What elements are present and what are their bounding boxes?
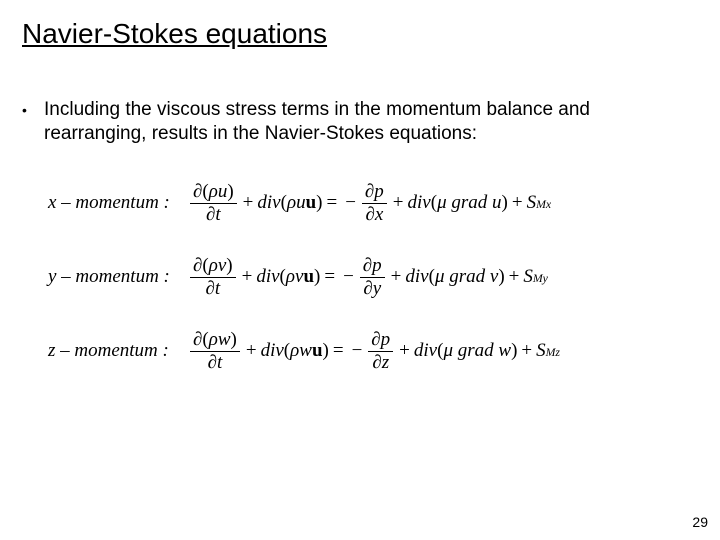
frac-dp-dy: ∂p ∂y — [360, 256, 385, 299]
bullet-text: Including the viscous stress terms in th… — [44, 98, 682, 146]
frac-dp-dz: ∂p ∂z — [368, 330, 393, 373]
equation-z-momentum: z – momentum : ∂(ρw) ∂t + div(ρwu) = − ∂… — [48, 328, 688, 374]
bullet-marker: • — [22, 98, 44, 146]
equation-label-z: z – momentum : — [48, 340, 188, 362]
bullet-item: • Including the viscous stress terms in … — [22, 98, 682, 146]
equations-block: x – momentum : ∂(ρu) ∂t + div(ρuu) = − ∂… — [48, 180, 688, 402]
equation-body-x: ∂(ρu) ∂t + div(ρuu) = − ∂p ∂x + div(μ gr… — [188, 182, 688, 225]
slide-title: Navier-Stokes equations — [22, 18, 327, 50]
equation-x-momentum: x – momentum : ∂(ρu) ∂t + div(ρuu) = − ∂… — [48, 180, 688, 226]
frac-drhov-dt: ∂(ρv) ∂t — [190, 256, 236, 299]
frac-dp-dx: ∂p ∂x — [362, 182, 387, 225]
equation-label-x: x – momentum : — [48, 192, 188, 214]
page-number: 29 — [692, 514, 708, 530]
equation-body-y: ∂(ρv) ∂t + div(ρvu) = − ∂p ∂y + div(μ gr… — [188, 256, 688, 299]
equation-body-z: ∂(ρw) ∂t + div(ρwu) = − ∂p ∂z + div(μ gr… — [188, 330, 688, 373]
equation-y-momentum: y – momentum : ∂(ρv) ∂t + div(ρvu) = − ∂… — [48, 254, 688, 300]
frac-drhou-dt: ∂(ρu) ∂t — [190, 182, 237, 225]
slide: Navier-Stokes equations • Including the … — [0, 0, 720, 540]
equation-label-y: y – momentum : — [48, 266, 188, 288]
frac-drhow-dt: ∂(ρw) ∂t — [190, 330, 240, 373]
